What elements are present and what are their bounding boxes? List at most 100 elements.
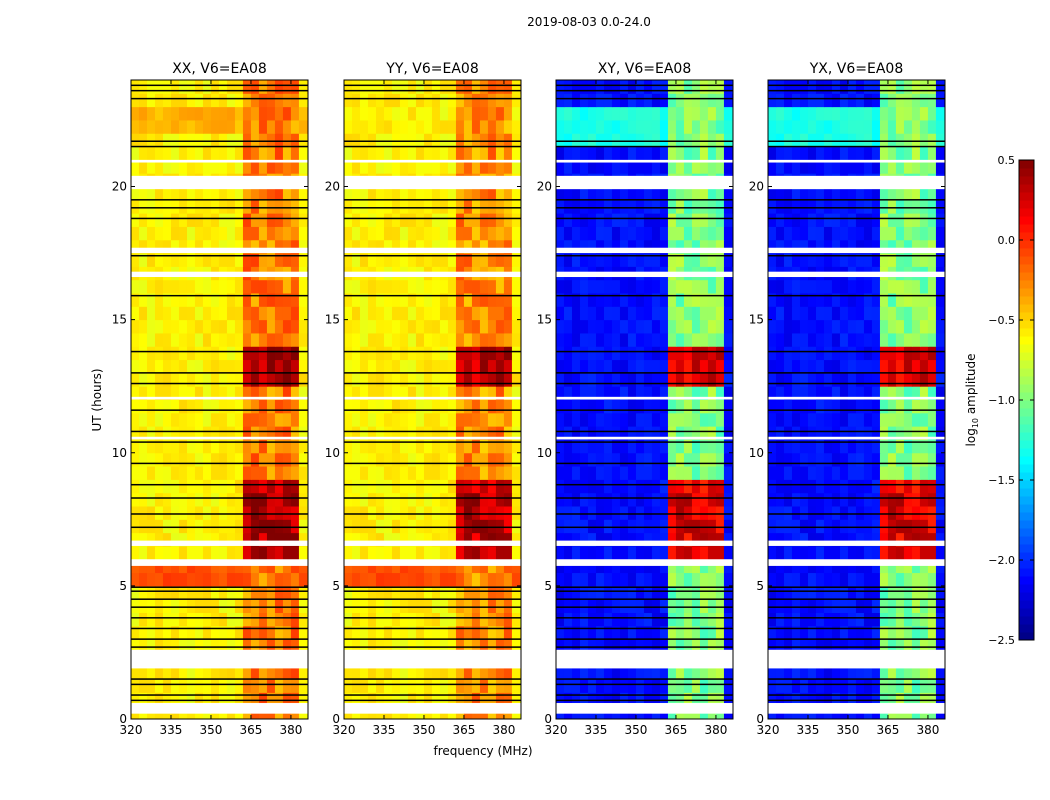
heatmap-cell [823,679,833,693]
heatmap-cell [258,279,268,294]
heatmap-cell [178,226,188,241]
heatmap-cell [131,625,140,640]
heatmap-cell [274,572,284,587]
heatmap-cell [383,412,393,427]
heatmap-cell [154,585,164,600]
heatmap-cell [571,213,581,227]
heatmap-cell [579,439,589,454]
heatmap-cell [298,519,308,534]
heatmap-cell [447,279,457,294]
heatmap-cell [783,319,793,334]
heatmap-cell [667,426,677,440]
heatmap-cell [423,319,433,334]
heatmap-cell [571,253,581,267]
heatmap-cell [879,253,889,267]
heatmap-cell [503,186,513,201]
flag-line [344,638,521,640]
heatmap-cell [367,386,377,400]
heatmap-cell [823,625,833,640]
heatmap-cell [218,213,228,227]
heatmap-cell [603,599,613,613]
heatmap-cell [415,359,425,374]
heatmap-cell [194,279,204,294]
heatmap-cell [178,426,188,440]
heatmap-cell [699,146,709,161]
heatmap-cell [831,293,841,307]
heatmap-cell [667,239,677,254]
heatmap-cell [439,226,449,241]
heatmap-cell [579,479,589,494]
heatmap-cell [290,106,300,121]
heatmap-cell [807,532,817,547]
colorbar-segment [1019,472,1034,481]
heatmap-cell [399,346,409,361]
heatmap-cell [611,612,621,627]
heatmap-cell [359,346,369,361]
heatmap-cell [202,492,212,507]
heatmap-cell [691,519,701,534]
heatmap-cell [375,279,385,294]
heatmap-cell [855,545,865,560]
colorbar-segment [1019,368,1034,377]
heatmap-cell [563,93,573,108]
heatmap-cell [699,412,709,427]
heatmap-cell [495,133,505,148]
heatmap-cell [455,106,465,121]
heatmap-cell [274,253,284,267]
heatmap-cell [463,506,473,520]
heatmap-cell [503,599,513,613]
heatmap-cell [691,572,701,587]
flag-line [344,462,521,465]
heatmap-cell [911,639,921,653]
heatmap-cell [895,186,905,201]
heatmap-cell [691,679,701,693]
heatmap-cell [258,585,268,600]
heatmap-cell [587,293,597,307]
heatmap-cell [471,679,481,693]
heatmap-cell [619,612,629,627]
heatmap-cell [919,133,929,148]
heatmap-cell [563,492,573,507]
heatmap-cell [290,625,300,640]
heatmap-cell [863,306,873,321]
heatmap-cell [791,452,801,467]
flagged-band [344,247,521,254]
heatmap-cell [571,452,581,467]
heatmap-cell [383,372,393,387]
figure-title: 2019-08-03 0.0-24.0 [527,15,651,29]
heatmap-cell [202,439,212,454]
flagged-band [556,175,733,190]
heatmap-cell [178,80,188,94]
heatmap-cell [266,466,276,480]
heatmap-cell [643,93,653,108]
heatmap-cell [855,253,865,267]
heatmap-cell [495,239,505,254]
heatmap-cell [895,332,905,347]
colorbar-tick-label: −1.0 [988,394,1015,407]
heatmap-cell [131,506,140,520]
heatmap-cell [298,439,308,454]
flagged-band [131,559,308,566]
heatmap-cell [234,80,244,94]
heatmap-cell [274,106,284,121]
heatmap-cell [855,146,865,161]
heatmap-cell [815,80,825,94]
heatmap-cell [643,599,653,613]
heatmap-cell [651,293,661,307]
heatmap-cell [511,319,521,334]
heatmap-cell [383,599,393,613]
heatmap-cell [266,572,276,587]
colorbar-segment [1019,504,1034,513]
heatmap-cell [723,665,733,680]
heatmap-cell [831,599,841,613]
heatmap-cell [266,146,276,161]
heatmap-cell [399,146,409,161]
heatmap-cell [431,146,441,161]
heatmap-cell [186,506,196,520]
heatmap-cell [226,159,236,174]
heatmap-cell [768,412,777,427]
heatmap-cell [579,159,589,174]
heatmap-cell [415,426,425,440]
heatmap-cell [226,412,236,427]
heatmap-cell [699,80,709,94]
